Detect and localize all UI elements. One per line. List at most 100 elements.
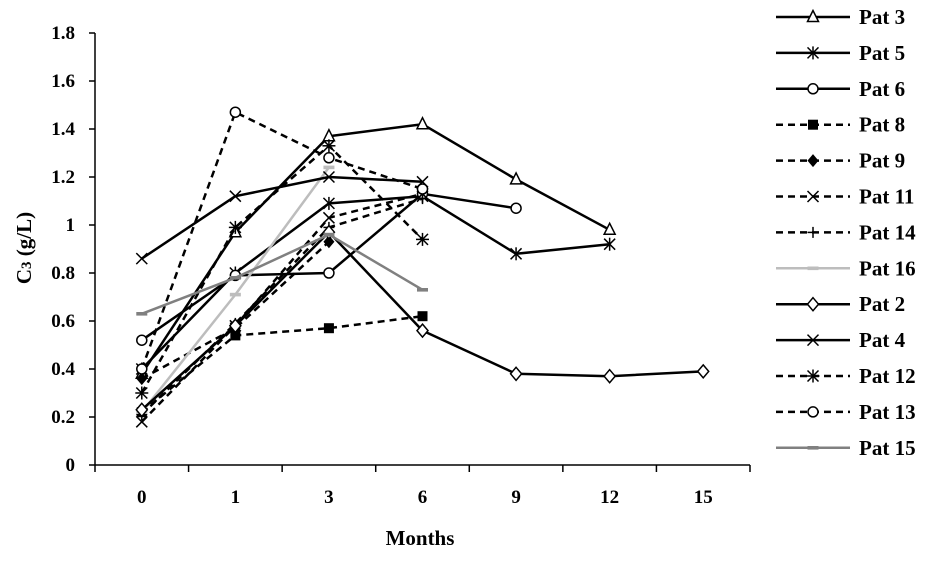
data-point (136, 363, 148, 375)
data-point (323, 323, 334, 334)
legend-item: Pat 6 (776, 77, 905, 101)
series-pat-16 (136, 165, 335, 414)
data-point (603, 368, 617, 384)
data-point (509, 171, 523, 185)
data-point (228, 220, 242, 234)
data-point (416, 322, 429, 339)
y-axis-label-text: C3 (g/L) (12, 212, 36, 284)
data-point (602, 221, 617, 236)
legend: Pat 3 Pat 5 Pat 6 Pat 8 Pat 9 Pat 11 Pat 14 Pat… (776, 5, 916, 460)
series-line (140, 122, 611, 375)
legend-item: Pat 15 (776, 436, 916, 460)
data-point (417, 311, 428, 322)
x-tick-label: 15 (694, 487, 713, 508)
data-point (696, 363, 710, 380)
data-point (806, 369, 820, 383)
data-point (806, 296, 820, 312)
y-axis-label: C3 (g/L) (12, 212, 36, 284)
series-line (141, 192, 517, 342)
series-line (140, 194, 610, 370)
data-point (323, 165, 335, 170)
data-point (322, 139, 336, 153)
x-axis-label: Months (386, 526, 455, 550)
series-line (140, 144, 424, 394)
data-point (322, 170, 335, 184)
y-tick-label: 1.2 (51, 167, 75, 188)
legend-label: Pat 9 (859, 149, 905, 173)
data-point (807, 446, 819, 450)
series-pat-15 (136, 232, 428, 316)
data-point (417, 193, 428, 205)
y-tick-label: 1 (66, 215, 76, 236)
data-point (322, 211, 335, 224)
series-line (141, 240, 330, 380)
x-tick-label: 1 (231, 487, 241, 508)
legend-label: Pat 16 (859, 256, 916, 280)
series-pat-5 (135, 189, 616, 376)
series-layer (135, 106, 710, 428)
data-point (229, 292, 241, 297)
data-point (509, 366, 523, 382)
legend-label: Pat 11 (859, 185, 914, 209)
legend-label: Pat 5 (859, 41, 905, 65)
series-line (140, 314, 423, 414)
data-point (417, 288, 428, 292)
x-tick-label: 12 (600, 487, 619, 508)
legend-item: Pat 2 (776, 292, 905, 316)
y-tick-label: 1.6 (51, 71, 75, 92)
data-point (323, 235, 335, 249)
legend-item: Pat 8 (776, 113, 905, 137)
data-point (806, 8, 820, 23)
series-pat-6 (136, 188, 522, 346)
series-line (141, 175, 423, 260)
legend-item: Pat 12 (776, 364, 916, 388)
data-point (136, 334, 148, 346)
data-point (136, 312, 148, 316)
series-line (141, 233, 424, 315)
data-point (806, 334, 820, 347)
data-point (135, 386, 149, 400)
data-point (323, 152, 335, 164)
data-point (135, 402, 149, 418)
data-point (603, 237, 616, 251)
y-tick-label: 0 (66, 455, 76, 476)
legend-item: Pat 9 (776, 149, 905, 173)
legend-label: Pat 4 (859, 328, 906, 352)
x-tick-label: 9 (511, 487, 521, 508)
series-pat-2 (135, 224, 710, 418)
legend-label: Pat 14 (859, 220, 916, 244)
series-line (140, 110, 423, 370)
legend-label: Pat 3 (859, 5, 905, 29)
data-point (229, 190, 242, 203)
y-tick-label: 0.4 (51, 359, 75, 380)
data-point (510, 247, 523, 261)
x-tick-label: 0 (137, 487, 147, 508)
data-point (415, 116, 430, 130)
data-point (230, 330, 241, 341)
legend-label: Pat 13 (859, 400, 916, 424)
legend-label: Pat 12 (859, 364, 916, 388)
data-point (806, 46, 820, 60)
series-pat-12 (135, 139, 429, 400)
series-line (140, 192, 423, 423)
data-point (807, 226, 819, 238)
data-point (323, 267, 335, 279)
data-point (808, 119, 818, 130)
data-point (228, 318, 242, 334)
data-point (229, 106, 242, 118)
legend-item: Pat 5 (776, 41, 905, 65)
legend-label: Pat 6 (859, 77, 905, 101)
x-tick-label: 3 (324, 487, 334, 508)
legend-label: Pat 15 (859, 436, 916, 460)
y-tick-label: 0.6 (51, 311, 75, 332)
y-tick-label: 1.4 (51, 119, 75, 140)
data-point (807, 266, 819, 271)
data-point (510, 202, 522, 214)
x-tick-label: 6 (418, 487, 428, 508)
data-point (322, 196, 335, 210)
series-pat-3 (135, 116, 617, 380)
legend-label: Pat 8 (859, 113, 905, 137)
data-point (135, 415, 148, 428)
axes: 0 0.2 0.4 0.6 0.8 1 1.2 1.4 1.6 1.8 0 1 3 6 9 12 15 (51, 23, 751, 508)
